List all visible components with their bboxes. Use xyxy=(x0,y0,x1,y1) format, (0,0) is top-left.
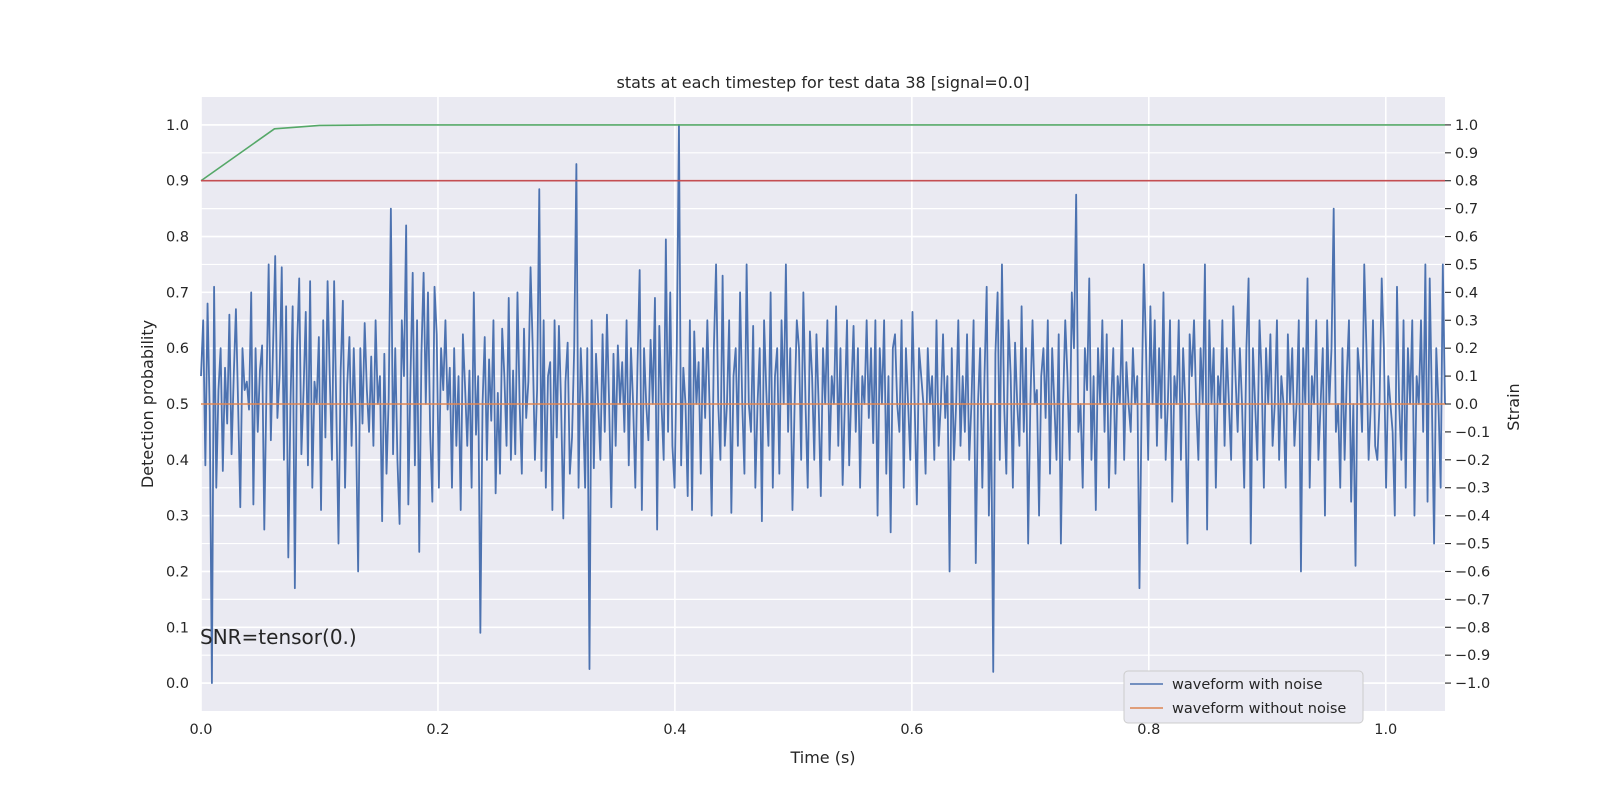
y-tick-label: 1.0 xyxy=(166,118,189,134)
right-tick-label: −0.9 xyxy=(1455,648,1490,664)
legend-label-waveform-without-noise: waveform without noise xyxy=(1172,701,1346,717)
right-tick-label: −0.6 xyxy=(1455,564,1490,580)
chart-title: stats at each timestep for test data 38 … xyxy=(617,73,1030,92)
snr-annotation: SNR=tensor(0.) xyxy=(200,625,357,649)
legend: waveform with noise waveform without noi… xyxy=(1123,670,1364,724)
right-tick-label: 0.8 xyxy=(1455,174,1478,190)
right-tick-label: −0.1 xyxy=(1455,425,1490,441)
y-tick-label: 0.0 xyxy=(166,676,189,692)
right-axis-ticks: −1.0 −0.9 −0.8 −0.7 −0.6 −0.5 −0.4 −0.3 −0.2 −0.1… xyxy=(1445,118,1490,692)
right-tick-label: 0.4 xyxy=(1455,285,1478,301)
right-tick-label: 0.3 xyxy=(1455,313,1478,329)
x-tick-label: 0.8 xyxy=(1137,722,1160,738)
y-tick-label: 0.7 xyxy=(166,285,189,301)
y-tick-label: 0.3 xyxy=(166,509,189,525)
y-tick-label: 0.4 xyxy=(166,453,189,469)
x-tick-label: 0.6 xyxy=(900,722,923,738)
y-axis-label: Detection probability xyxy=(138,320,157,488)
right-tick-label: 1.0 xyxy=(1455,118,1478,134)
y-axis-ticks: 0.0 0.1 0.2 0.3 0.4 0.5 0.6 0.7 0.8 0.9 1.0 xyxy=(166,118,189,692)
x-tick-label: 0.4 xyxy=(663,722,686,738)
y-tick-label: 0.5 xyxy=(166,397,189,413)
series-layer xyxy=(200,124,1446,684)
series-detection-probability xyxy=(200,124,1445,182)
legend-box xyxy=(1123,670,1364,724)
right-tick-label: 0.5 xyxy=(1455,257,1478,273)
series-noisy-waveform xyxy=(200,124,1446,684)
right-tick-label: −1.0 xyxy=(1455,676,1490,692)
right-tick-label: −0.8 xyxy=(1455,620,1490,636)
y-tick-label: 0.9 xyxy=(166,174,189,190)
x-tick-label: 0.2 xyxy=(426,722,449,738)
right-tick-label: 0.0 xyxy=(1455,397,1478,413)
y-tick-label: 0.1 xyxy=(166,620,189,636)
right-tick-label: −0.7 xyxy=(1455,592,1490,608)
right-tick-label: −0.5 xyxy=(1455,537,1490,553)
right-tick-label: 0.6 xyxy=(1455,230,1478,246)
x-axis-ticks: 0.0 0.2 0.4 0.6 0.8 1.0 xyxy=(189,722,1397,738)
y-tick-label: 0.6 xyxy=(166,341,189,357)
x-tick-label: 0.0 xyxy=(189,722,212,738)
right-tick-label: −0.2 xyxy=(1455,453,1490,469)
right-tick-label: 0.1 xyxy=(1455,369,1478,385)
right-tick-label: −0.3 xyxy=(1455,481,1490,497)
right-axis-label: Strain xyxy=(1504,383,1523,430)
x-tick-label: 1.0 xyxy=(1374,722,1397,738)
right-tick-label: −0.4 xyxy=(1455,509,1490,525)
legend-label-waveform-with-noise: waveform with noise xyxy=(1172,677,1323,693)
y-tick-label: 0.8 xyxy=(166,230,189,246)
y-tick-label: 0.2 xyxy=(166,564,189,580)
right-tick-label: 0.7 xyxy=(1455,202,1478,218)
right-tick-label: 0.9 xyxy=(1455,146,1478,162)
right-tick-label: 0.2 xyxy=(1455,341,1478,357)
x-axis-label: Time (s) xyxy=(789,748,855,767)
